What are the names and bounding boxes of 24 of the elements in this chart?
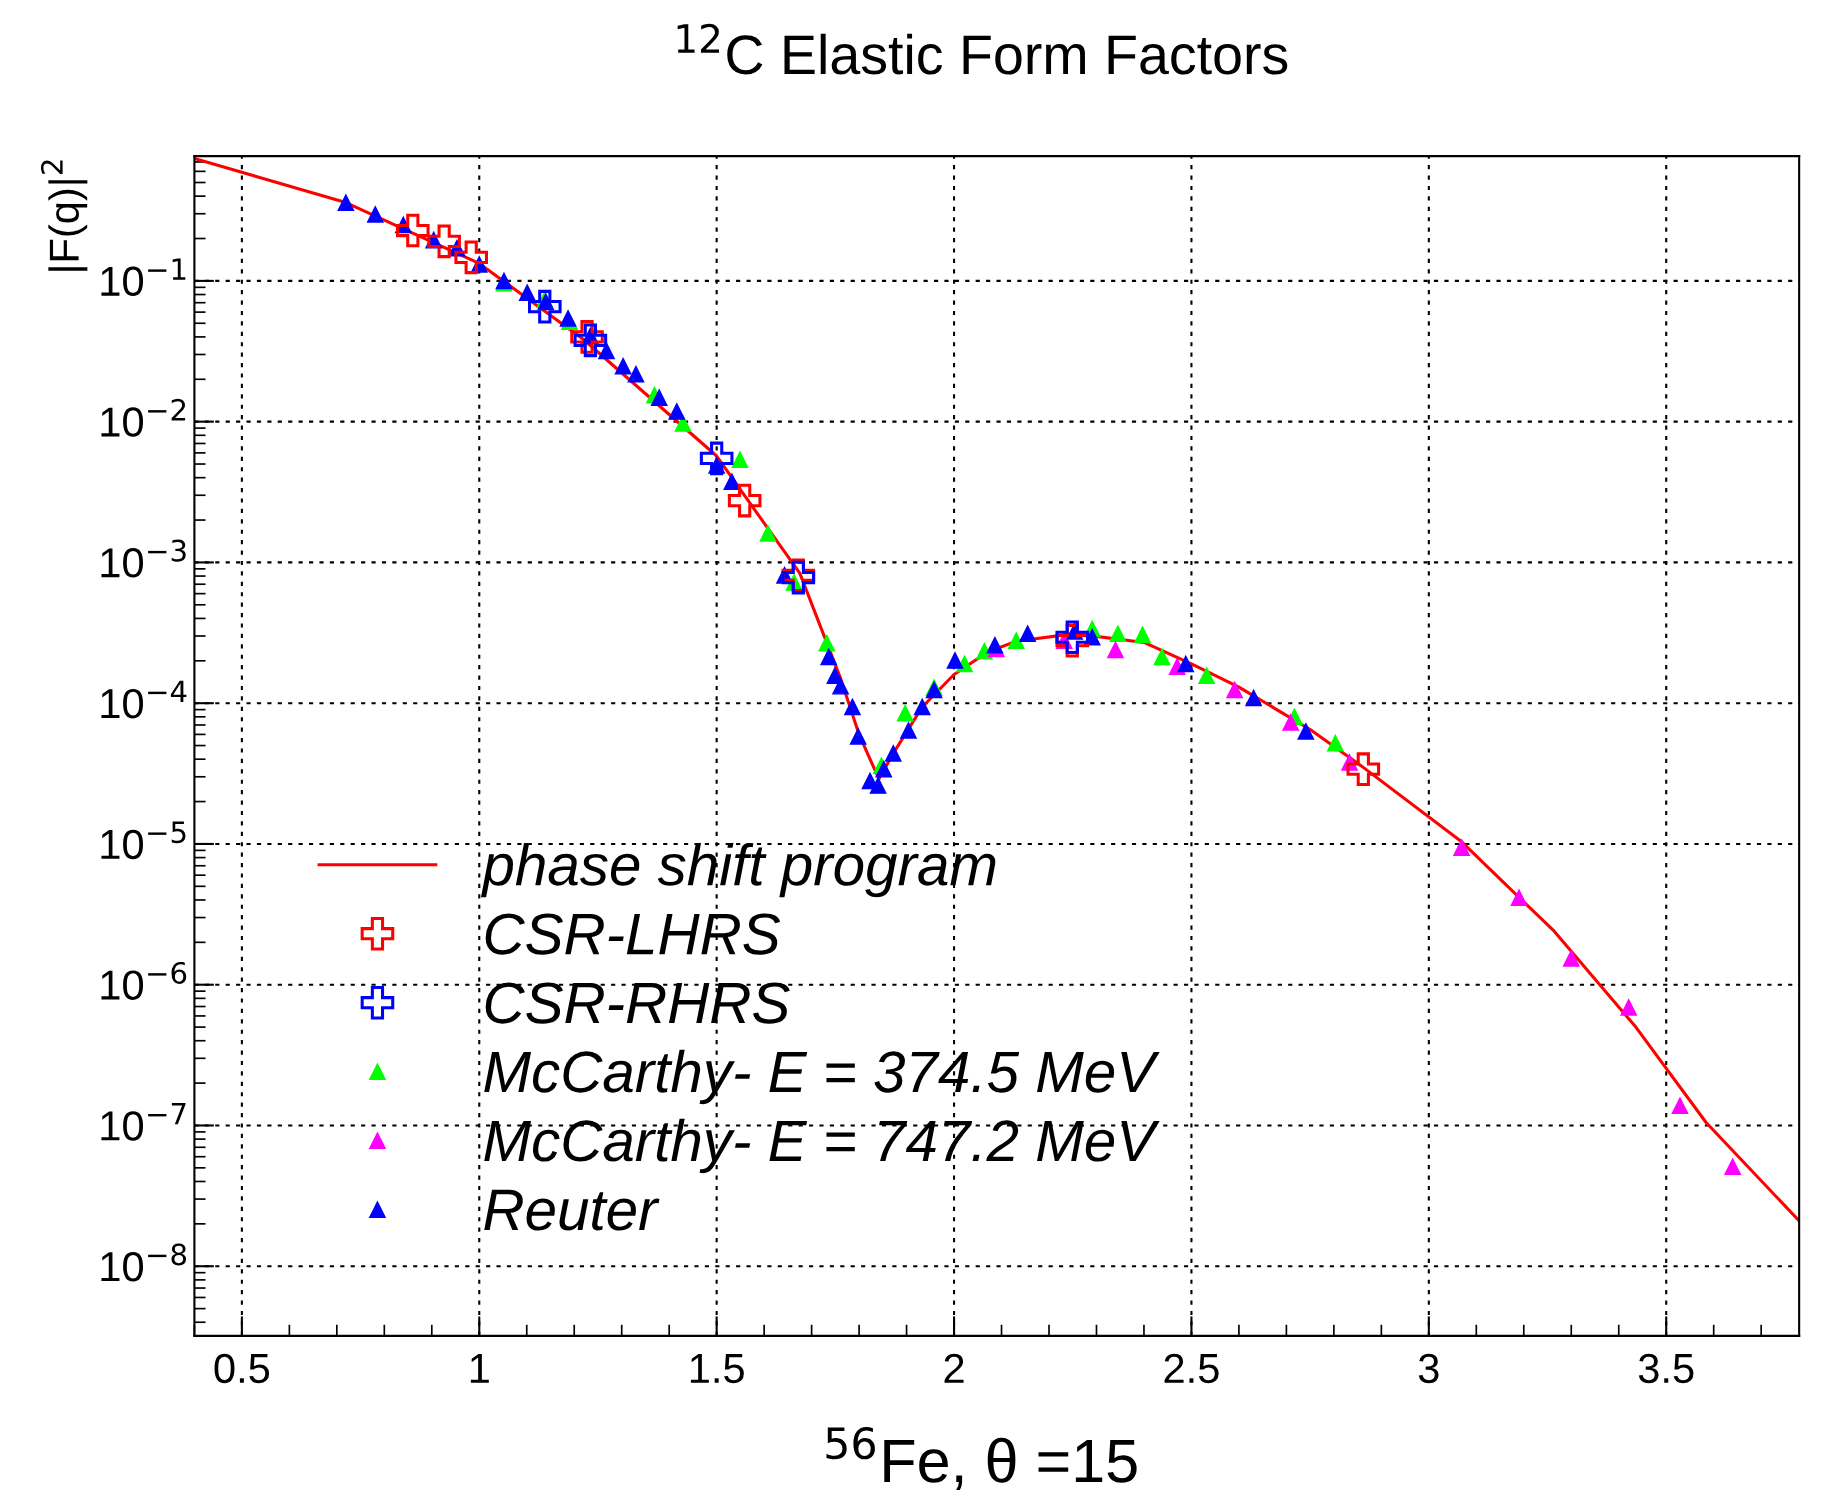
y-axis-title: |F(q)|$^{2}$ (40, 160, 88, 271)
legend-label: McCarthy- E = 374.5 MeV (484, 1049, 1160, 1105)
y-tick-label: 10$^{−1}$ (101, 258, 186, 297)
x-tick-label: 0.5 (214, 1353, 270, 1384)
x-tick-label: 2.5 (1164, 1353, 1219, 1384)
x-tick-label: 1.5 (690, 1354, 744, 1384)
x-tick-label: 2 (944, 1353, 964, 1383)
legend-label: CSR-LHRS (485, 913, 781, 955)
text: $^{56}$Fe, θ =15 (826, 1426, 1137, 1490)
y-tick-label: 10$^{−7}$ (101, 1103, 186, 1141)
x-tick-label: 3 (1418, 1353, 1439, 1384)
y-tick-label: 10$^{−5}$ (101, 821, 186, 860)
y-tick-label: 10$^{−4}$ (101, 680, 187, 719)
legend-label: CSR-RHRS (485, 982, 790, 1024)
legend-label: phase shift program (481, 842, 996, 898)
chart-title: $^{12}$C Elastic Form Factors (677, 23, 1288, 75)
y-tick-label: 10$^{−3}$ (101, 539, 186, 578)
legend-label: McCarthy- E = 747.2 MeV (484, 1118, 1160, 1174)
x-tick-label: 1 (470, 1354, 489, 1383)
legend-label: Reuter (484, 1189, 660, 1231)
y-tick-label: 10$^{−8}$ (101, 1243, 187, 1282)
x-tick-label: 3.5 (1638, 1353, 1694, 1384)
y-tick-label: 10$^{−2}$ (101, 398, 186, 437)
y-tick-label: 10$^{−6}$ (101, 961, 187, 1000)
